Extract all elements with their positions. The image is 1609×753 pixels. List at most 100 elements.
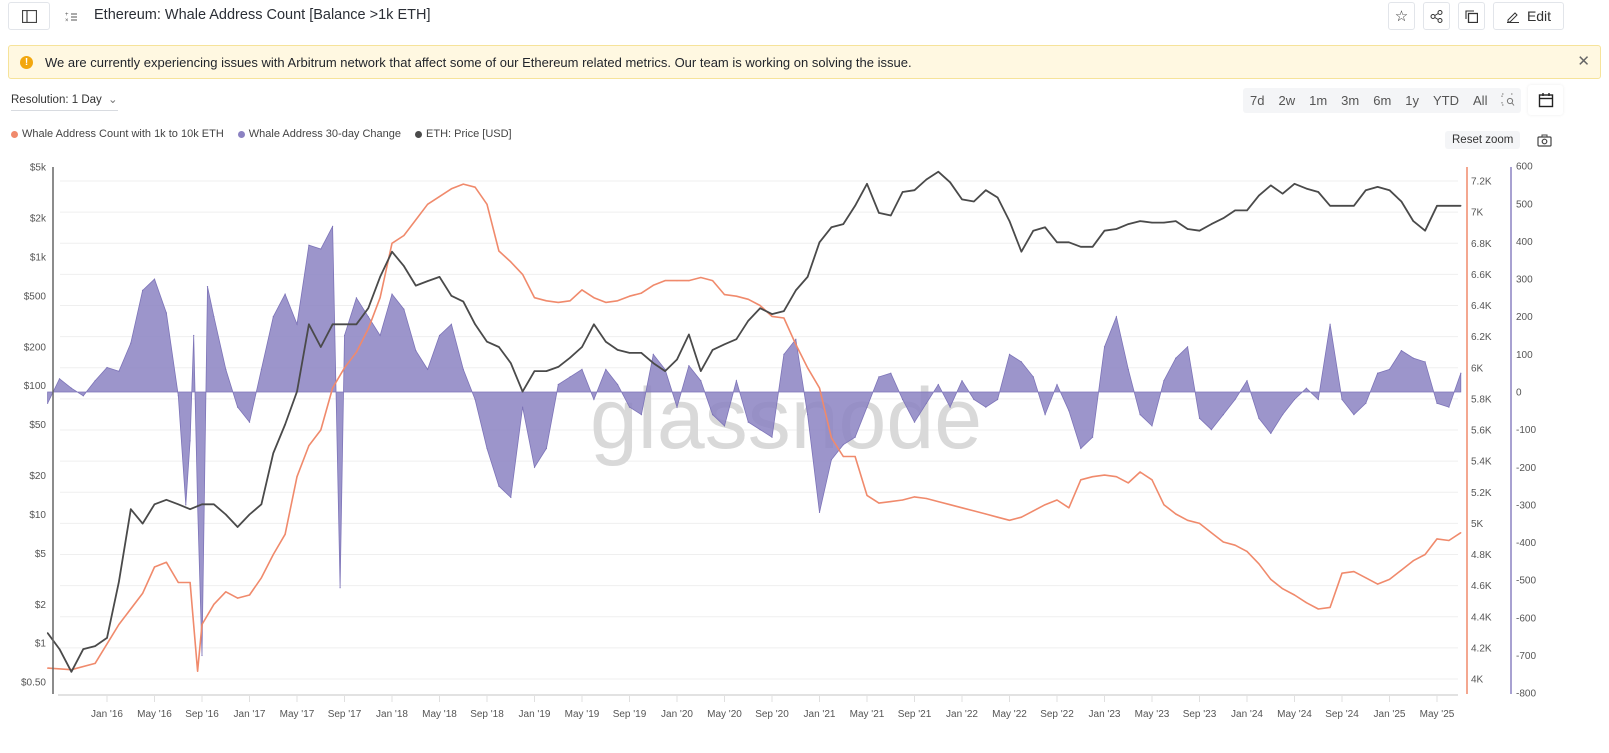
change-point	[1151, 425, 1153, 427]
eth-price-point	[818, 241, 821, 243]
change-tick-label: -700	[1516, 651, 1536, 662]
legend-eth-price[interactable]: ETH: Price [USD]	[415, 128, 512, 140]
eth-price-point	[272, 452, 274, 454]
legend-whale-count[interactable]: Whale Address Count with 1k to 10k ETH	[11, 128, 224, 140]
calendar-button[interactable]	[1528, 85, 1563, 115]
whale-count-point	[628, 295, 631, 297]
range-7d[interactable]: 7d	[1250, 93, 1265, 108]
legend-label-eth-price: ETH: Price [USD]	[426, 128, 512, 140]
count-tick-label: 5.8K	[1471, 394, 1492, 405]
reset-zoom-button[interactable]: Reset zoom	[1445, 131, 1521, 149]
legend-30d-change[interactable]: Whale Address 30-day Change	[237, 128, 401, 140]
eth-price-point	[165, 499, 168, 501]
whale-count-point	[1305, 602, 1307, 604]
eth-price-point	[1115, 228, 1118, 230]
change-point	[937, 383, 939, 386]
whale-count-point	[652, 284, 654, 286]
whale-count-point	[735, 295, 738, 297]
change-point	[1388, 368, 1391, 370]
whale-count-point	[153, 566, 156, 568]
whale-count-point	[961, 507, 963, 509]
resolution-dropdown[interactable]: Resolution: 1 Day ⌄	[11, 92, 118, 111]
whale-count-point	[1210, 532, 1212, 534]
eth-price-point	[747, 320, 749, 322]
change-point	[82, 395, 84, 397]
range-1y[interactable]: 1y	[1405, 93, 1420, 108]
change-point	[47, 402, 49, 404]
eth-price-point	[236, 526, 239, 528]
grid-lines	[60, 180, 1458, 680]
eth-price-point	[700, 370, 702, 372]
eth-price-point	[521, 390, 524, 393]
range-1m[interactable]: 1m	[1309, 93, 1328, 108]
eth-price-point	[1246, 209, 1248, 212]
change-point	[1044, 414, 1046, 416]
chart-axes: $5k $2k $1k $500 $200 $100 $50 $20 $10 $5 $2 $1 $0.5…	[21, 162, 1536, 720]
whale-count-point	[913, 496, 916, 498]
change-point	[260, 368, 262, 370]
whale-count-point	[533, 297, 536, 299]
range-ytd[interactable]: YTD	[1433, 93, 1460, 108]
whale-count-point	[1460, 532, 1462, 534]
share-button[interactable]	[1423, 2, 1450, 30]
whale-count-point	[94, 662, 96, 665]
zoom-select-icon[interactable]	[1494, 93, 1522, 109]
whale-count-point	[189, 581, 191, 584]
whale-count-point	[1258, 563, 1260, 565]
favorite-button[interactable]: ☆	[1388, 2, 1415, 30]
eth-price-point	[1222, 217, 1225, 219]
change-point	[343, 334, 346, 337]
count-tick-label: 6K	[1471, 363, 1484, 374]
change-point	[379, 334, 381, 337]
close-icon[interactable]: ✕	[1577, 53, 1590, 70]
edit-button[interactable]: Edit	[1493, 2, 1564, 30]
whale-count-point	[949, 504, 951, 506]
whale-count-point	[427, 203, 429, 205]
top-bar: + × Ethereum: Whale Address Count [Balanc…	[0, 0, 1609, 34]
range-2w[interactable]: 2w	[1278, 93, 1296, 108]
eth-price-point	[973, 200, 975, 203]
range-3m[interactable]: 3m	[1341, 93, 1360, 108]
camera-icon[interactable]	[1537, 134, 1552, 152]
eth-price-point	[1234, 209, 1236, 212]
whale-count-point	[830, 437, 833, 439]
change-point	[533, 466, 536, 468]
duplicate-button[interactable]	[1458, 2, 1485, 30]
range-6m[interactable]: 6m	[1373, 93, 1392, 108]
whale-count-point	[700, 276, 702, 279]
eth-price-point	[664, 370, 666, 372]
change-point	[830, 459, 833, 461]
change-point	[58, 378, 61, 380]
change-tick-label: -500	[1516, 576, 1536, 587]
change-point	[1353, 414, 1355, 416]
eth-price-point	[759, 307, 761, 309]
change-point	[1282, 414, 1284, 416]
eth-price-point	[628, 352, 631, 354]
eth-price-point	[1032, 230, 1035, 232]
whale-count-point	[510, 261, 512, 263]
checklist-icon[interactable]: + ×	[65, 10, 77, 28]
eth-price-point	[403, 265, 405, 267]
eth-price-point	[130, 508, 132, 510]
eth-price-point	[379, 276, 381, 278]
sidebar-toggle-button[interactable]	[8, 2, 50, 30]
change-point	[617, 383, 619, 386]
range-all[interactable]: All	[1473, 93, 1488, 108]
whale-count-point	[818, 387, 821, 389]
edit-label: Edit	[1526, 8, 1552, 24]
whale-count-point	[1246, 550, 1248, 553]
change-point	[664, 368, 666, 370]
change-point	[339, 587, 341, 589]
whale-count-point	[1151, 479, 1153, 481]
eth-price-point	[1400, 200, 1403, 203]
eth-price-point	[1044, 226, 1046, 228]
x-tick-label: May '22	[992, 709, 1027, 720]
x-tick-label: May '18	[422, 709, 457, 720]
change-tick-label: -300	[1516, 500, 1536, 511]
range-selector: 7d 2w 1m 3m 6m 1y YTD All	[1243, 88, 1521, 113]
whale-count-point	[462, 183, 464, 185]
x-tick-label: May '20	[707, 709, 742, 720]
svg-text:+: +	[65, 12, 69, 18]
price-tick-label: $5	[35, 549, 47, 560]
eth-price-point	[391, 251, 393, 253]
